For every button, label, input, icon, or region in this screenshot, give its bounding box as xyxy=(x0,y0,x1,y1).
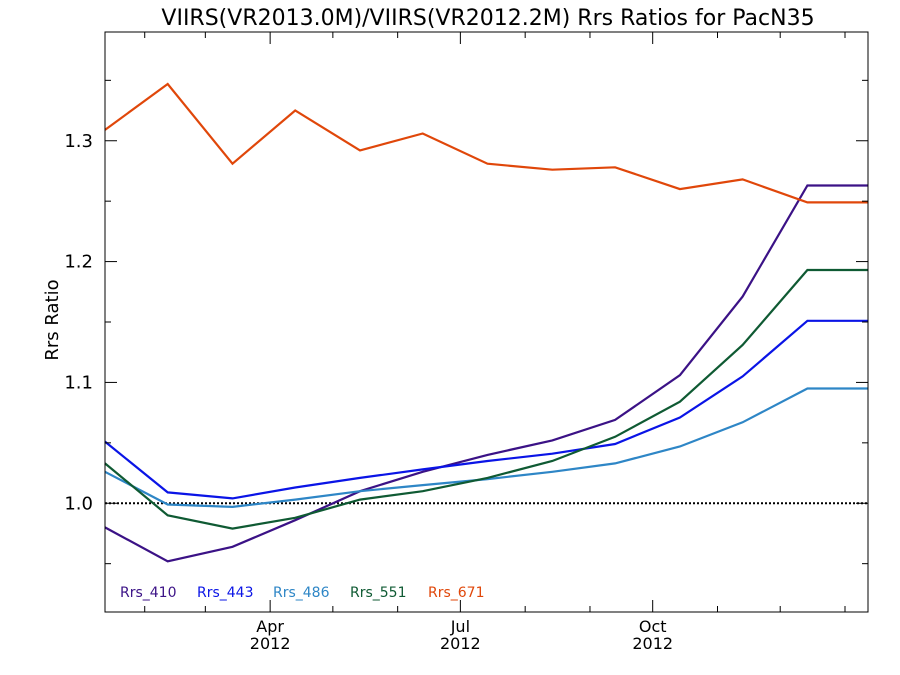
series-line-rrs-486 xyxy=(104,387,868,509)
y-axis-label: Rrs Ratio xyxy=(42,279,63,360)
series-layer xyxy=(104,82,868,563)
legend-entry-rrs-551: Rrs_551 xyxy=(350,585,407,601)
y-tick-label: 1.2 xyxy=(64,252,93,273)
legend-entry-rrs-486: Rrs_486 xyxy=(273,585,330,601)
x-tick-month: Apr xyxy=(256,617,284,636)
series-line-rrs-410 xyxy=(104,184,868,563)
series-line-rrs-671 xyxy=(104,82,868,204)
y-tick-label: 1.3 xyxy=(64,131,93,152)
chart-title: VIIRS(VR2013.0M)/VIIRS(VR2012.2M) Rrs Ra… xyxy=(161,6,814,31)
y-tick-label: 1.0 xyxy=(64,493,93,514)
x-tick-year: 2012 xyxy=(250,634,291,653)
x-tick-month: Oct xyxy=(639,617,667,636)
legend: Rrs_410 Rrs_443 Rrs_486 Rrs_551 Rrs_671 xyxy=(120,585,485,601)
x-tick-month: Jul xyxy=(450,617,470,636)
series-line-rrs-551 xyxy=(104,268,868,530)
legend-entry-rrs-671: Rrs_671 xyxy=(428,585,485,601)
series-line-rrs-443 xyxy=(104,319,868,500)
legend-entry-rrs-410: Rrs_410 xyxy=(120,585,177,601)
y-tick-label: 1.1 xyxy=(64,372,93,393)
legend-entry-rrs-443: Rrs_443 xyxy=(197,585,254,601)
x-tick-year: 2012 xyxy=(632,634,673,653)
x-tick-year: 2012 xyxy=(440,634,481,653)
